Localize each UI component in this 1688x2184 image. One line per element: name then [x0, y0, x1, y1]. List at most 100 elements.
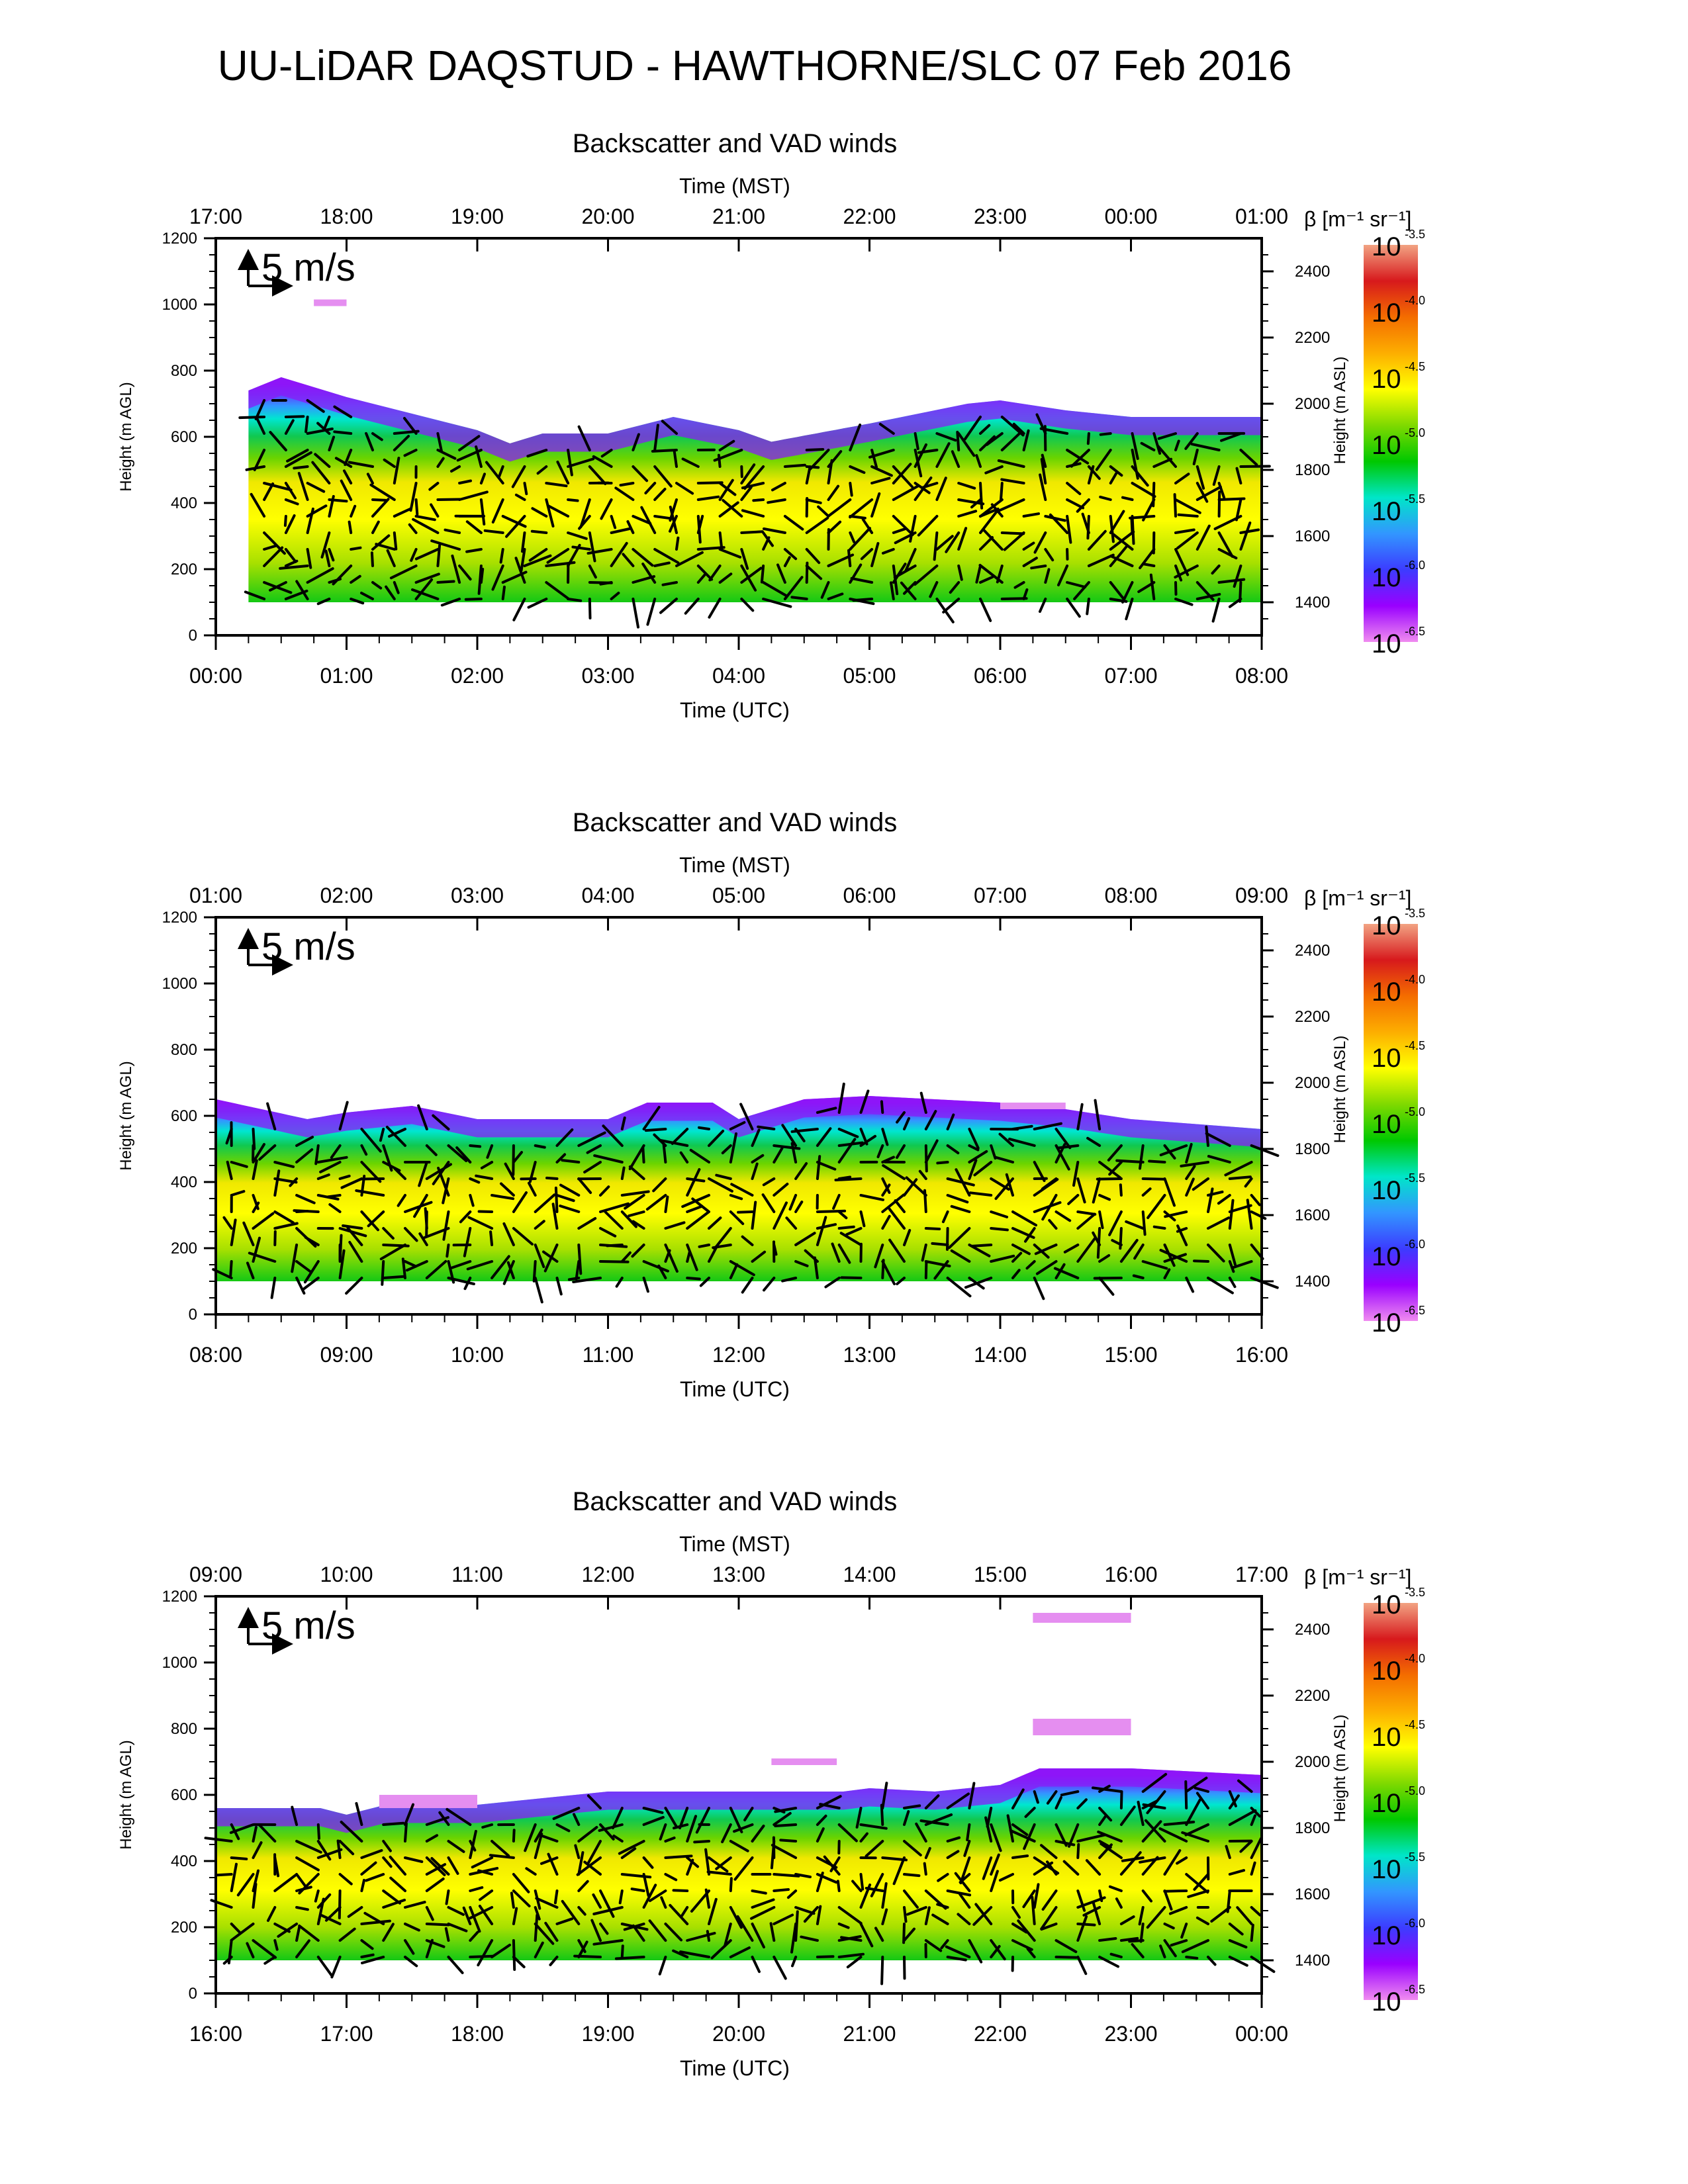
- wind-vector: [715, 1173, 732, 1180]
- wind-vector: [263, 482, 293, 492]
- wind-vector: [1055, 1796, 1062, 1809]
- wind-vector: [1220, 432, 1243, 442]
- wind-vector: [618, 1889, 624, 1905]
- wind-vector: [664, 1195, 669, 1213]
- wind-vector: [1196, 592, 1221, 600]
- wind-vector: [575, 1260, 581, 1281]
- wind-vector: [546, 548, 570, 564]
- wind-vector: [740, 486, 753, 501]
- wind-vector: [946, 1194, 969, 1204]
- wind-vector: [640, 506, 657, 534]
- wind-vector: [425, 1856, 446, 1876]
- wind-vector: [837, 1952, 865, 1958]
- wind-vector: [1228, 1199, 1235, 1230]
- utc-tick-label: 15:00: [1104, 1343, 1157, 1367]
- wind-vector: [295, 1939, 310, 1958]
- wind-vector: [338, 1101, 349, 1130]
- wind-vector: [1140, 441, 1156, 451]
- wind-vector: [445, 1244, 450, 1258]
- wind-vector: [1024, 1807, 1036, 1818]
- wind-vector: [418, 1161, 428, 1187]
- wind-vector: [1146, 1906, 1166, 1929]
- agl-tick-label: 1200: [162, 1588, 197, 1606]
- wind-vector: [1196, 1792, 1209, 1809]
- wind-vector: [1156, 445, 1177, 468]
- wind-vector: [512, 1873, 530, 1893]
- wind-vector: [383, 458, 396, 468]
- wind-vector: [279, 565, 309, 570]
- wind-vector: [592, 1906, 624, 1915]
- colorbar-tick-exponent: -5.0: [1405, 426, 1425, 439]
- wind-vector: [876, 1144, 884, 1158]
- wind-vector: [602, 1124, 624, 1147]
- wind-vector: [804, 1249, 819, 1263]
- wind-vector: [306, 428, 334, 435]
- wind-vector: [486, 1144, 494, 1159]
- wind-vector: [381, 1260, 385, 1286]
- wind-vector: [408, 523, 418, 534]
- wind-vector: [708, 1216, 722, 1230]
- wind-vector: [693, 1840, 710, 1844]
- wind-vector: [1034, 1244, 1058, 1255]
- wind-vector: [641, 563, 657, 584]
- asl-tick-label: 1600: [1295, 527, 1330, 545]
- wind-vector: [946, 1227, 949, 1251]
- colorbar-tick-exponent: -5.0: [1405, 1784, 1425, 1797]
- wind-vector: [436, 432, 444, 453]
- wind-vector: [464, 598, 483, 601]
- wind-vector: [360, 1144, 368, 1156]
- wind-vector: [773, 1183, 789, 1197]
- wind-vector: [532, 1260, 537, 1283]
- colorbar-tick-exponent: -6.0: [1405, 1238, 1425, 1251]
- wind-vector: [502, 1222, 515, 1246]
- wind-vector: [718, 501, 739, 518]
- wind-vector: [729, 1210, 745, 1226]
- wind-vector: [436, 580, 455, 584]
- wind-vector: [545, 581, 570, 600]
- wind-vector: [783, 515, 804, 531]
- wind-vector: [805, 516, 829, 534]
- thin-aerosol-layer: [1033, 1613, 1131, 1623]
- wind-vector: [642, 1884, 657, 1909]
- wind-vector: [1239, 522, 1252, 551]
- wind-vector: [903, 1804, 921, 1809]
- wind-vector: [428, 482, 440, 491]
- wind-vector: [1131, 432, 1139, 460]
- wind-vector: [215, 1873, 233, 1877]
- wind-vector: [936, 1161, 949, 1165]
- agl-tick-label: 800: [171, 1720, 197, 1738]
- wind-vector: [724, 1923, 732, 1948]
- wind-vector: [371, 498, 390, 518]
- wind-vector: [298, 1873, 320, 1895]
- wind-vector: [870, 542, 880, 567]
- utc-tick-label: 05:00: [843, 664, 896, 688]
- wind-vector: [388, 1128, 406, 1138]
- agl-tick-label: 400: [171, 1173, 197, 1191]
- wind-vector: [369, 483, 396, 501]
- wind-vector: [489, 1854, 515, 1859]
- wind-vector: [345, 1277, 363, 1295]
- wind-vector: [1040, 1906, 1058, 1931]
- colorbar-tick-base: 10: [1372, 1657, 1401, 1686]
- wind-vector: [947, 1227, 971, 1250]
- wind-vector: [295, 580, 309, 600]
- wind-vector: [258, 1823, 277, 1843]
- wind-vector: [630, 1888, 645, 1892]
- wind-vector: [521, 531, 526, 553]
- wind-vector: [579, 498, 591, 529]
- wind-vector: [1011, 1269, 1021, 1279]
- wind-vector: [851, 1880, 863, 1892]
- wind-vector: [620, 1210, 637, 1228]
- wind-vector: [773, 1244, 778, 1256]
- wind-vector: [837, 1225, 855, 1230]
- wind-vector: [403, 449, 418, 457]
- wind-vector: [295, 1260, 312, 1273]
- wind-vector: [273, 1939, 279, 1951]
- wind-vector: [1196, 465, 1205, 490]
- wind-vector: [628, 1144, 645, 1171]
- wind-vector: [1067, 1194, 1080, 1205]
- wind-vector: [1011, 1251, 1023, 1263]
- wind-vector: [477, 1869, 494, 1876]
- wind-vector: [283, 515, 287, 527]
- wind-vector: [1060, 1790, 1080, 1797]
